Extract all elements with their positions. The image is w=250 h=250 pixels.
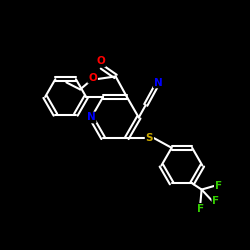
- Text: O: O: [88, 73, 97, 83]
- Text: F: F: [212, 196, 220, 206]
- Text: O: O: [96, 56, 105, 66]
- Text: F: F: [197, 204, 204, 214]
- Text: S: S: [146, 133, 153, 143]
- Text: F: F: [215, 181, 222, 191]
- Text: N: N: [154, 78, 162, 88]
- Text: N: N: [87, 112, 96, 122]
